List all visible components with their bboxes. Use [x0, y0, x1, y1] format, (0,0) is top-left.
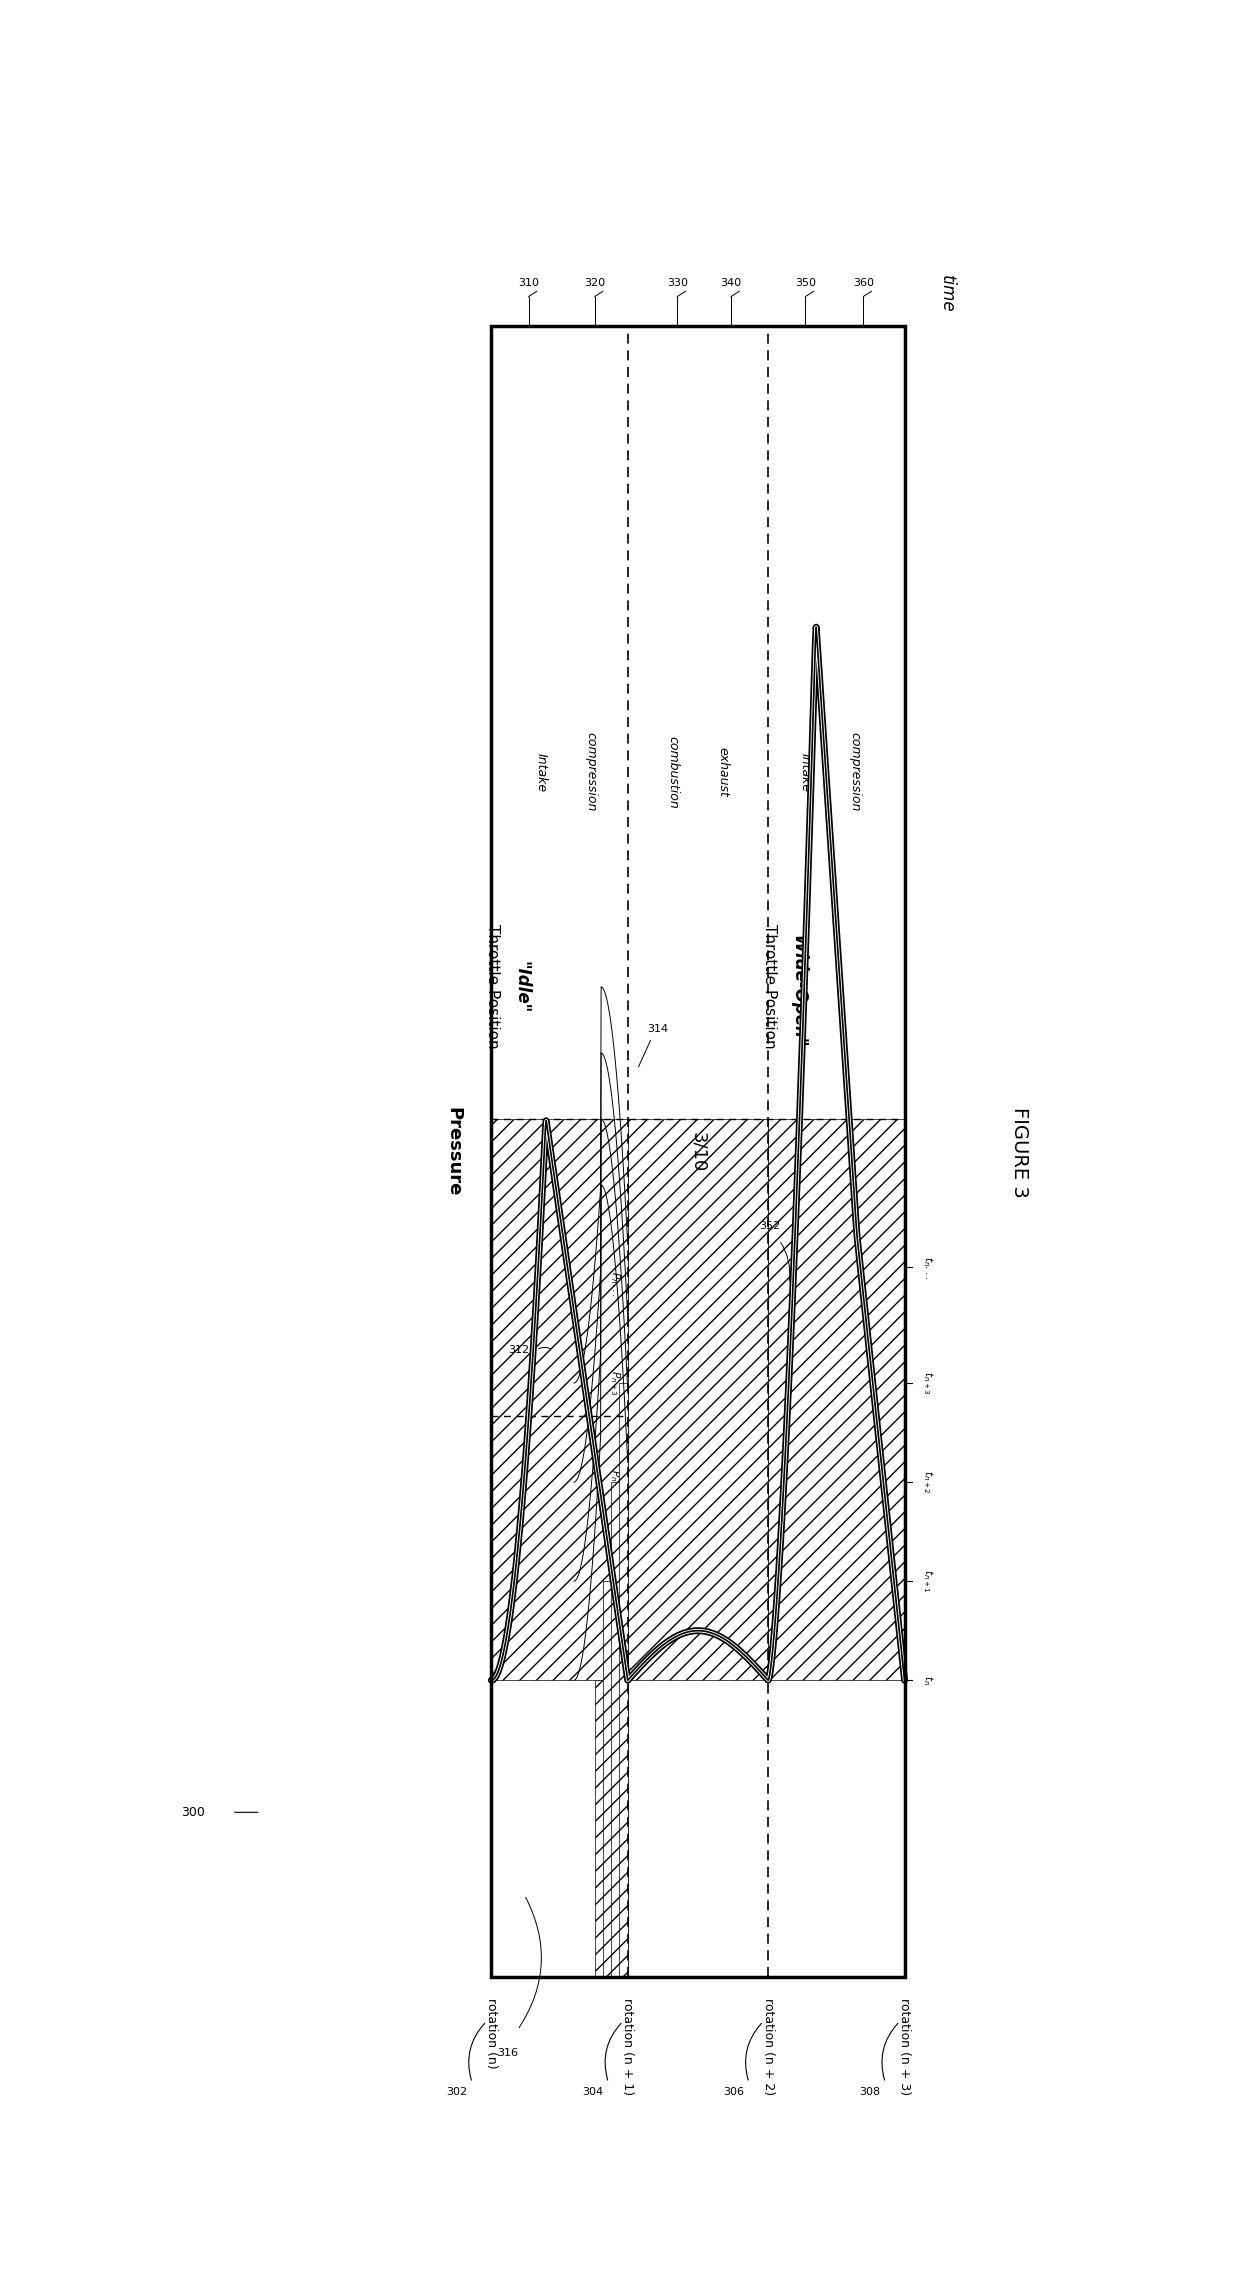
Text: 306: 306	[723, 2087, 744, 2096]
Text: 312: 312	[508, 1346, 529, 1355]
Text: 350: 350	[795, 278, 816, 287]
Bar	[491, 1120, 627, 1681]
Text: 314: 314	[647, 1024, 668, 1033]
Text: compression: compression	[584, 732, 596, 812]
Text: combustion: combustion	[667, 737, 680, 807]
Text: FIGURE 3: FIGURE 3	[1011, 1106, 1029, 1198]
Bar	[603, 1581, 627, 1978]
Text: 330: 330	[667, 278, 688, 287]
Text: 3/10: 3/10	[689, 1131, 707, 1172]
Bar	[620, 1382, 627, 1978]
Bar	[627, 1120, 769, 1681]
Text: $t_{n+1}$: $t_{n+1}$	[921, 1569, 935, 1592]
Text: rotation (n + 2): rotation (n + 2)	[761, 1998, 775, 2096]
Text: $P_{n}...$: $P_{n}...$	[609, 1271, 622, 1298]
Text: rotation (n): rotation (n)	[485, 1998, 497, 2069]
Text: $P_{n+3}$: $P_{n+3}$	[609, 1371, 622, 1396]
Bar	[491, 326, 905, 1978]
Text: 302: 302	[446, 2087, 467, 2096]
Text: 352: 352	[759, 1220, 780, 1232]
Text: rotation (n + 3): rotation (n + 3)	[898, 1998, 911, 2096]
Text: compression: compression	[848, 732, 862, 812]
Text: 360: 360	[853, 278, 874, 287]
Bar	[595, 1681, 627, 1978]
Text: exhaust: exhaust	[717, 748, 729, 796]
Text: 308: 308	[859, 2087, 880, 2096]
Text: $t_n$: $t_n$	[921, 1674, 935, 1686]
Text: time: time	[939, 274, 956, 312]
Text: Throttle Position: Throttle Position	[761, 924, 776, 1049]
Text: 316: 316	[497, 2048, 518, 2057]
Text: rotation (n + 1): rotation (n + 1)	[621, 1998, 634, 2096]
Text: 340: 340	[720, 278, 742, 287]
Bar	[611, 1483, 627, 1978]
Text: Intake: Intake	[799, 753, 812, 792]
Bar	[769, 1120, 905, 1681]
Text: 320: 320	[584, 278, 605, 287]
Text: Pressure: Pressure	[444, 1106, 463, 1198]
Text: 304: 304	[583, 2087, 604, 2096]
Text: "Wide-Open": "Wide-Open"	[789, 926, 807, 1047]
Text: $t_{n+2}$: $t_{n+2}$	[921, 1471, 935, 1494]
Text: "Idle": "Idle"	[512, 960, 529, 1013]
Text: $P_{n+2}$: $P_{n+2}$	[609, 1469, 622, 1494]
Text: $P_n$: $P_n$	[609, 1674, 622, 1686]
Text: Throttle Position: Throttle Position	[485, 924, 500, 1049]
Text: $t_{n}...$: $t_{n}...$	[921, 1255, 935, 1280]
Text: Intake: Intake	[534, 753, 547, 792]
Text: $P_{n+1}$: $P_{n+1}$	[609, 1569, 622, 1594]
Text: $t_{n+3}$: $t_{n+3}$	[921, 1371, 935, 1396]
Text: 300: 300	[181, 1807, 206, 1818]
Text: 310: 310	[518, 278, 539, 287]
